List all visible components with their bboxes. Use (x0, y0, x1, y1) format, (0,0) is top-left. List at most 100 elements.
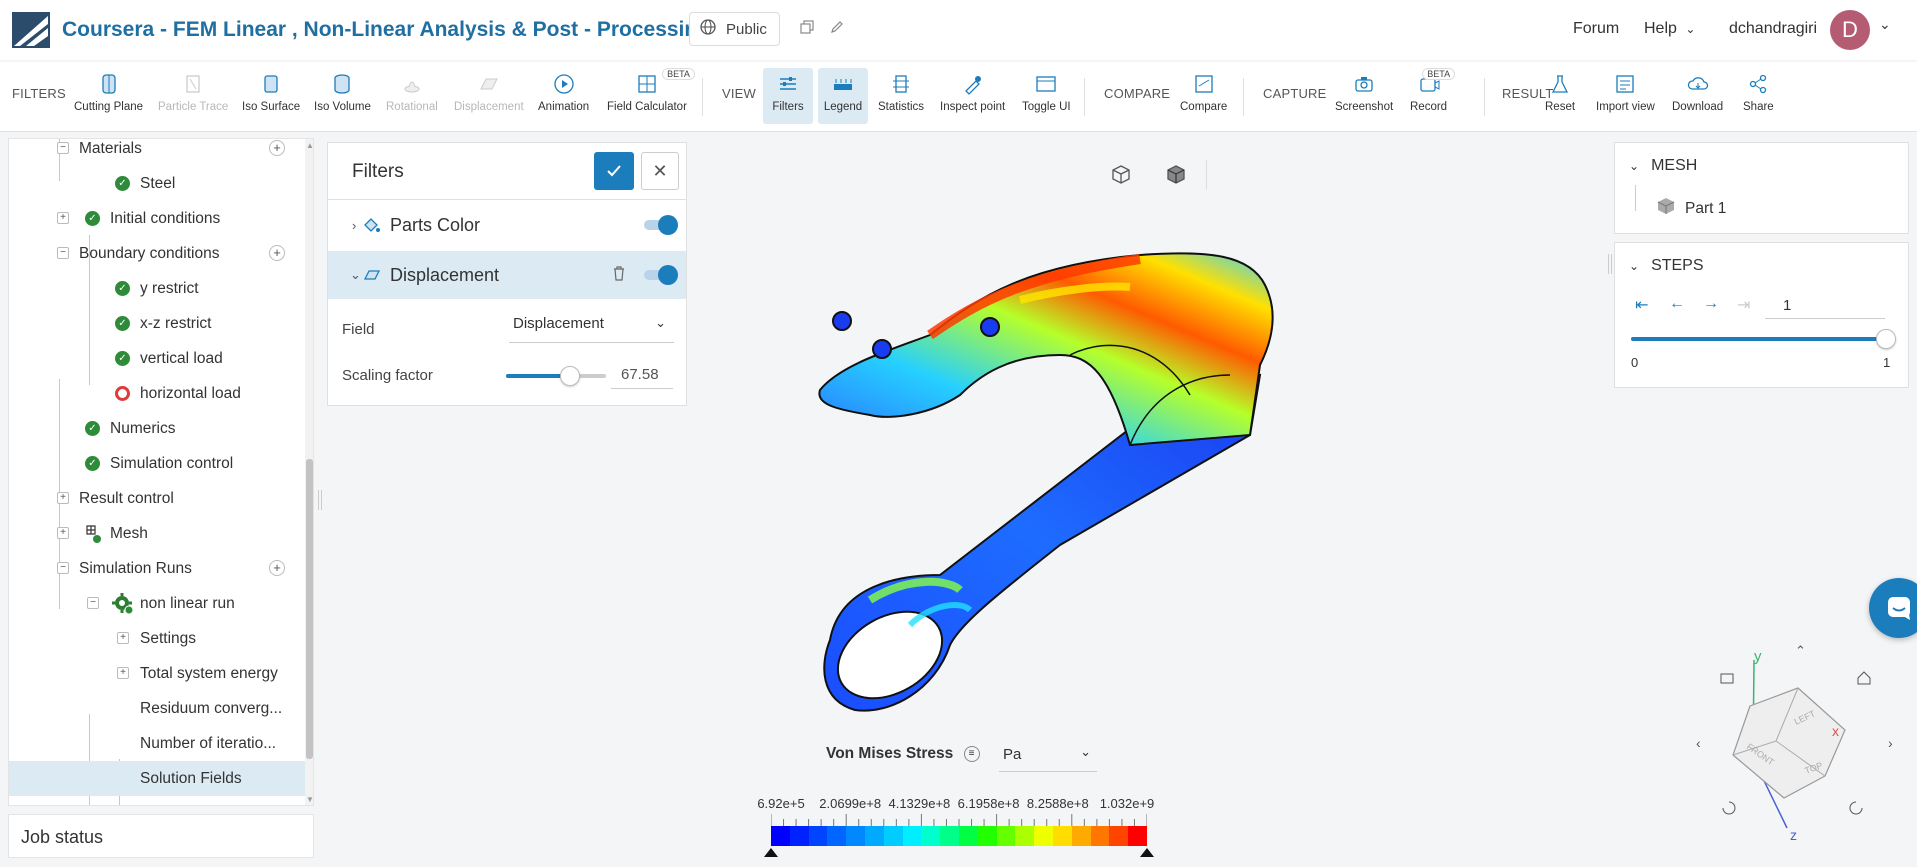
displacement-tool[interactable]: Displacement (454, 72, 524, 128)
forum-link[interactable]: Forum (1573, 20, 1620, 37)
field-select[interactable]: Displacement ⌄ (509, 315, 674, 343)
compare-tool[interactable]: Compare (1180, 72, 1227, 128)
job-status-panel[interactable]: Job status (8, 814, 314, 858)
tree-item-numerics[interactable]: ✓ Numerics (9, 411, 305, 446)
help-menu[interactable]: Help ⌄ (1644, 20, 1695, 38)
panel-resize-handle[interactable] (318, 490, 322, 510)
expand-icon[interactable]: + (57, 492, 69, 504)
collapse-icon[interactable]: − (87, 597, 99, 609)
scaling-factor-slider[interactable] (506, 366, 606, 386)
filters-tool[interactable]: Filters (763, 68, 813, 124)
displacement-toggle[interactable] (644, 265, 678, 285)
slider-handle[interactable] (560, 366, 580, 386)
last-step-icon[interactable]: ⇥ (1737, 297, 1751, 314)
first-step-icon[interactable]: ⇤ (1635, 297, 1649, 314)
steps-slider[interactable] (1631, 329, 1896, 349)
tree-item-y-restrict[interactable]: ✓ y restrict (9, 271, 305, 306)
apply-button[interactable] (594, 152, 634, 190)
project-title[interactable]: Coursera - FEM Linear , Non-Linear Analy… (62, 18, 765, 41)
expand-icon[interactable]: + (57, 212, 69, 224)
screenshot-tool[interactable]: Screenshot (1335, 72, 1393, 128)
scaling-factor-input[interactable]: 67.58 (611, 361, 673, 389)
tree-item-initial-conditions[interactable]: + ✓ Initial conditions (9, 201, 305, 236)
unit-select[interactable]: Pa ⌄ (999, 736, 1097, 772)
next-step-icon[interactable]: → (1703, 295, 1719, 312)
tree-item-residuum-convergence[interactable]: Residuum converg... (9, 691, 305, 726)
mesh-part-item[interactable]: Part 1 (1657, 197, 1726, 220)
user-menu-chevron-icon[interactable]: ⌄ (1879, 16, 1891, 32)
username[interactable]: dchandragiri (1729, 20, 1818, 37)
rotational-tool[interactable]: Rotational (386, 72, 438, 128)
simscale-logo[interactable] (12, 12, 50, 48)
close-button[interactable]: ✕ (641, 152, 679, 190)
tree-item-vertical-load[interactable]: ✓ vertical load (9, 341, 305, 376)
tree-item-boundary-conditions[interactable]: − Boundary conditions + (9, 236, 305, 271)
scroll-down-icon[interactable]: ▼ (306, 795, 314, 804)
filter-displacement[interactable]: ⌄ Displacement (328, 251, 686, 299)
slider-handle[interactable] (1876, 329, 1896, 349)
tree-item-total-system-energy[interactable]: + Total system energy (9, 656, 305, 691)
tree-item-result-control[interactable]: + Result control (9, 481, 305, 516)
iso-surface-tool[interactable]: Iso Surface (242, 72, 300, 128)
collapse-icon[interactable]: − (57, 142, 69, 154)
expand-icon[interactable]: + (117, 667, 129, 679)
tree-item-mesh[interactable]: + Mesh (9, 516, 305, 551)
trash-icon[interactable] (612, 265, 626, 286)
visibility-button[interactable]: Public (689, 12, 780, 46)
filter-parts-color[interactable]: › Parts Color (328, 201, 686, 249)
scrollbar-thumb[interactable] (306, 459, 313, 759)
chevron-down-icon[interactable]: ⌄ (350, 267, 361, 282)
scroll-up-icon[interactable]: ▲ (306, 141, 314, 150)
expand-icon[interactable]: + (117, 632, 129, 644)
avatar[interactable]: D (1830, 10, 1870, 50)
legend-max-handle[interactable] (1140, 848, 1154, 857)
tree-item-simulation-runs[interactable]: − Simulation Runs + (9, 551, 305, 586)
particle-trace-tool[interactable]: Particle Trace (158, 72, 228, 128)
panel-resize-handle[interactable] (1608, 254, 1612, 274)
edit-pencil-icon[interactable] (830, 20, 848, 38)
add-icon[interactable]: + (269, 140, 285, 156)
toggle-ui-tool[interactable]: Toggle UI (1022, 72, 1071, 128)
wireframe-cube-icon[interactable] (1101, 160, 1141, 190)
steps-panel-header[interactable]: ⌄ STEPS (1629, 257, 1704, 275)
download-tool[interactable]: Download (1672, 72, 1723, 128)
copy-icon[interactable] (800, 20, 818, 38)
step-input[interactable]: 1 (1765, 289, 1885, 319)
solid-cube-icon[interactable] (1156, 160, 1196, 190)
legend-tool[interactable]: Legend (818, 68, 868, 124)
animation-tool[interactable]: Animation (538, 72, 589, 128)
record-tool[interactable]: Record BETA (1410, 68, 1456, 128)
expand-icon[interactable]: + (57, 527, 69, 539)
tree-item-settings[interactable]: + Settings (9, 621, 305, 656)
mesh-panel-header[interactable]: ⌄ MESH (1629, 157, 1697, 175)
collapse-icon[interactable]: − (57, 562, 69, 574)
statistics-tool[interactable]: Statistics (878, 72, 924, 128)
share-tool[interactable]: Share (1743, 72, 1774, 128)
tree-item-solution-fields[interactable]: Solution Fields (9, 761, 305, 796)
add-icon[interactable]: + (269, 560, 285, 576)
parts-color-toggle[interactable] (644, 215, 678, 235)
collapse-icon[interactable]: − (57, 247, 69, 259)
tree-item-number-of-iterations[interactable]: Number of iteratio... (9, 726, 305, 761)
tree-scrollbar[interactable]: ▲ ▼ (305, 139, 314, 805)
tree-item-horizontal-load[interactable]: horizontal load (9, 376, 305, 411)
cutting-plane-tool[interactable]: Cutting Plane (74, 72, 143, 128)
tree-item-simulation-control[interactable]: ✓ Simulation control (9, 446, 305, 481)
chevron-right-icon[interactable]: › (352, 217, 357, 233)
view-cube[interactable]: ⌃ ‹ › y x z LEFT FRONT TOP (1690, 640, 1905, 852)
chat-button[interactable] (1869, 578, 1917, 638)
legend-min-handle[interactable] (764, 848, 778, 857)
tree-item-non-linear-run[interactable]: − non linear run (9, 586, 305, 621)
legend-menu-icon[interactable]: ≡ (963, 745, 980, 762)
tree-item-x-z-restrict[interactable]: ✓ x-z restrict (9, 306, 305, 341)
add-icon[interactable]: + (269, 245, 285, 261)
previous-step-icon[interactable]: ← (1669, 295, 1685, 312)
tree-item-steel[interactable]: ✓ Steel (9, 166, 305, 201)
field-calculator-tool[interactable]: Field Calculator BETA (607, 68, 695, 128)
tree-item-materials[interactable]: − Materials + (9, 139, 305, 166)
iso-volume-tool[interactable]: Iso Volume (314, 72, 371, 128)
inspect-point-tool[interactable]: Inspect point (940, 72, 1005, 128)
reset-tool[interactable]: Reset (1545, 72, 1575, 128)
import-view-tool[interactable]: Import view (1596, 72, 1655, 128)
fem-result-model[interactable] (810, 245, 1340, 730)
